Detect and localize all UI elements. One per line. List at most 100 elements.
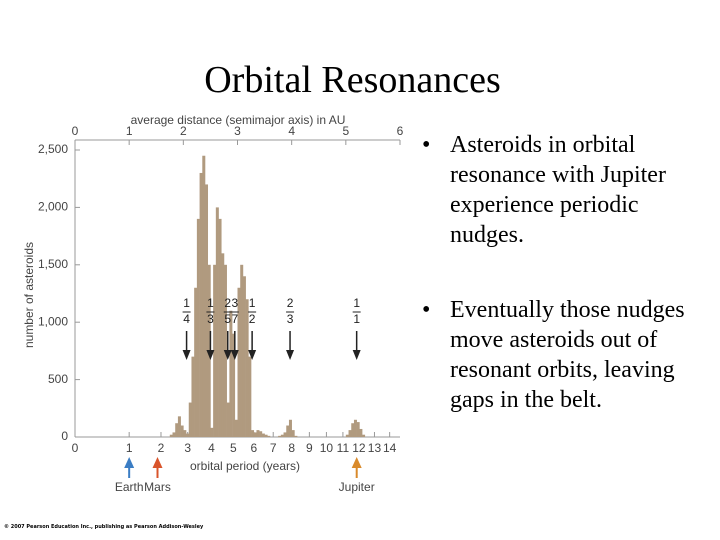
histogram-bar (291, 430, 295, 437)
histogram-bar (359, 428, 363, 437)
histogram-bar (345, 434, 349, 437)
histogram-bar (172, 432, 176, 437)
histogram-bar (261, 433, 265, 437)
histogram-bar (199, 172, 203, 437)
arrowhead (206, 350, 215, 360)
histogram-bar (218, 218, 222, 437)
resonance-numerator: 1 (207, 296, 214, 310)
period-tick-label: 5 (230, 441, 237, 455)
histogram-bar (221, 253, 225, 437)
histogram-bar (232, 333, 236, 437)
y-tick-label: 0 (61, 429, 68, 443)
histogram-bar (259, 431, 263, 437)
x-tick-label: 6 (397, 124, 404, 138)
resonance-denominator: 4 (183, 312, 190, 326)
resonance-numerator: 2 (287, 296, 294, 310)
resonance-denominator: 3 (207, 312, 214, 326)
period-tick-label: 4 (208, 441, 215, 455)
histogram-bar (242, 276, 246, 437)
resonance-numerator: 1 (353, 296, 360, 310)
period-tick-label: 2 (158, 441, 165, 455)
histogram-bar (294, 435, 298, 437)
resonance-denominator: 7 (231, 312, 238, 326)
resonance-numerator: 1 (183, 296, 190, 310)
histogram-bar (191, 356, 195, 437)
period-axis-label: orbital period (years) (190, 459, 300, 473)
bullet: • Asteroids in orbital resonance with Jup… (422, 132, 666, 248)
x-tick-label: 1 (126, 124, 133, 138)
histogram-bar (286, 425, 290, 437)
y-axis-label: number of asteroids (22, 242, 36, 348)
histogram-bar (229, 310, 233, 437)
period-tick-label: 14 (383, 441, 397, 455)
histogram-bar (215, 207, 219, 437)
histogram-bar (196, 218, 200, 437)
histogram-bar (351, 423, 355, 437)
arrowhead (286, 350, 295, 360)
period-tick-label: 10 (320, 441, 334, 455)
y-tick-label: 1,500 (38, 257, 68, 271)
arrowhead (352, 350, 361, 360)
planet-label: Earth (115, 480, 144, 494)
resonance-numerator: 3 (231, 296, 238, 310)
resonance-denominator: 2 (249, 312, 256, 326)
histogram-bar (245, 299, 249, 437)
bullet-text: Eventually those nudges move asteroids o… (450, 297, 685, 413)
x-axis-label: average distance (semimajor axis) in AU (131, 113, 346, 127)
histogram-bar (280, 434, 284, 437)
histogram-bar (177, 416, 181, 437)
arrowhead (230, 350, 239, 360)
histogram-bar (353, 419, 357, 437)
histogram-bar (253, 432, 257, 437)
histogram-bar (205, 184, 209, 437)
histogram-bar (169, 434, 173, 437)
x-tick-label: 4 (288, 124, 295, 138)
arrowhead (182, 350, 191, 360)
planet-label: Jupiter (339, 480, 375, 494)
arrowhead (223, 350, 232, 360)
histogram-bar (251, 430, 255, 437)
period-tick-label: 9 (306, 441, 313, 455)
histogram-bar (267, 435, 271, 437)
histogram-bar (210, 427, 214, 437)
histogram-bar (237, 287, 241, 437)
bullet-text: Asteroids in orbital resonance with Jupi… (450, 132, 666, 248)
histogram-bar (240, 264, 244, 437)
histogram-bar (188, 402, 192, 437)
y-tick-label: 500 (48, 372, 68, 386)
histogram-bar (248, 356, 252, 437)
histogram-bar (356, 422, 360, 437)
histogram-bar (256, 430, 260, 437)
arrowhead (152, 457, 163, 468)
histogram-bar (348, 430, 352, 437)
histogram-bar (202, 155, 206, 438)
x-tick-label: 3 (234, 124, 241, 138)
chart: average distance (semimajor axis) in AU … (22, 113, 404, 494)
histogram-bar (186, 433, 190, 437)
copyright: © 2007 Pearson Education Inc., publishin… (4, 524, 204, 530)
period-tick-label: 6 (251, 441, 258, 455)
y-tick-label: 2,500 (38, 142, 68, 156)
histogram-bar (234, 419, 238, 437)
period-tick-label: 11 (337, 441, 350, 455)
slide-title: Orbital Resonances (204, 59, 501, 101)
period-tick-label: 1 (126, 441, 133, 455)
histogram-bar (194, 287, 198, 437)
period-tick-label: 13 (368, 441, 382, 455)
resonance-numerator: 1 (249, 296, 256, 310)
period-tick-label: 8 (288, 441, 295, 455)
arrowhead (248, 350, 257, 360)
resonance-denominator: 1 (353, 312, 360, 326)
bullet: • Eventually those nudges move asteroids … (422, 297, 685, 413)
resonance-denominator: 3 (287, 312, 294, 326)
period-tick-label: 12 (352, 441, 366, 455)
histogram-bar (278, 435, 282, 437)
histogram-bar (362, 434, 366, 437)
period-tick-label: 3 (184, 441, 191, 455)
x-tick-label: 5 (342, 124, 349, 138)
histogram-bar (288, 419, 292, 437)
y-tick-label: 2,000 (38, 200, 68, 214)
histogram-bar (213, 264, 217, 437)
arrowhead (351, 457, 362, 468)
